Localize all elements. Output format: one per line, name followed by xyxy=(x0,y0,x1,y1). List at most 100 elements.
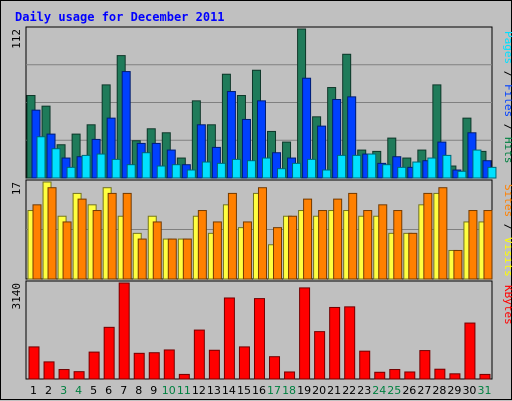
day-label: 27 xyxy=(417,384,431,397)
files-bar xyxy=(151,142,161,179)
kbytes-bar xyxy=(208,349,220,380)
sites-bar xyxy=(288,215,298,280)
chart-title: Daily usage for December 2011 xyxy=(15,10,225,24)
pages-bar xyxy=(322,169,332,179)
hits-bar xyxy=(71,133,81,179)
kbytes-bar xyxy=(419,350,431,380)
kbytes-bar xyxy=(58,369,70,380)
pages-bar xyxy=(397,166,407,179)
pages-bar xyxy=(126,164,136,179)
files-bar xyxy=(241,118,251,179)
pages-bar xyxy=(36,136,46,179)
sites-bar xyxy=(363,210,373,280)
pages-bar xyxy=(96,153,106,179)
files-bar xyxy=(226,91,236,179)
day-label: 23 xyxy=(357,384,371,397)
sites-bar xyxy=(227,192,237,280)
pages-bar xyxy=(277,168,287,179)
sites-bar xyxy=(62,221,72,280)
sites-bar xyxy=(408,232,418,280)
files-bar xyxy=(347,96,357,179)
day-label: 16 xyxy=(252,384,266,397)
ylabel-part: Visits xyxy=(502,237,512,277)
pages-bar xyxy=(442,154,452,179)
day-label: 18 xyxy=(282,384,296,397)
day-label: 10 xyxy=(162,384,176,397)
panel-1-max-label: 112 xyxy=(10,29,23,49)
panel-2-max-label: 17 xyxy=(10,182,23,195)
sites-bar xyxy=(152,221,162,280)
sites-bar xyxy=(318,210,328,280)
pages-bar xyxy=(487,166,497,179)
files-bar xyxy=(106,117,116,179)
sites-bar xyxy=(137,238,147,280)
ylabel-part: Hits xyxy=(502,137,512,164)
day-label: 17 xyxy=(267,384,281,397)
sites-bar xyxy=(483,210,493,280)
day-label: 13 xyxy=(207,384,221,397)
day-label: 12 xyxy=(192,384,206,397)
pages-bar xyxy=(246,160,256,179)
pages-bar xyxy=(261,157,271,179)
pages-bar xyxy=(231,158,241,179)
sites-bar xyxy=(423,192,433,280)
pages-bar xyxy=(367,153,377,179)
kbytes-bar xyxy=(464,322,476,380)
pages-bar xyxy=(292,162,302,179)
pages-bar xyxy=(66,166,76,179)
pages-bar xyxy=(412,161,422,179)
sites-bar xyxy=(453,249,463,280)
sites-bar xyxy=(242,221,252,280)
pages-bar xyxy=(141,152,151,179)
pages-bar xyxy=(186,169,196,179)
day-label: 22 xyxy=(342,384,356,397)
files-bar xyxy=(332,99,342,179)
kbytes-bar xyxy=(359,350,371,380)
sites-bar xyxy=(77,198,87,280)
sites-bar xyxy=(212,221,222,280)
panel-3-max-label: 3140 xyxy=(10,283,23,310)
pages-bar xyxy=(81,154,91,179)
sites-bar xyxy=(348,192,358,280)
kbytes-bar xyxy=(43,361,55,380)
pages-bar xyxy=(337,154,347,179)
day-label: 26 xyxy=(402,384,416,397)
sites-bar xyxy=(273,227,283,280)
pages-bar xyxy=(427,157,437,179)
sites-bar xyxy=(92,210,102,280)
day-label: 31 xyxy=(477,384,491,397)
day-label: 24 xyxy=(372,384,386,397)
kbytes-bar xyxy=(118,282,130,380)
kbytes-bar xyxy=(223,297,235,380)
kbytes-bar xyxy=(284,371,296,380)
kbytes-bar xyxy=(404,371,416,380)
day-label: 3 xyxy=(60,384,67,397)
ylabel-part: / xyxy=(502,217,512,237)
files-bar xyxy=(211,146,221,179)
files-bar xyxy=(256,100,266,179)
kbytes-bar xyxy=(344,306,356,380)
hits-bar xyxy=(432,84,442,179)
day-label: 20 xyxy=(312,384,326,397)
day-label: 21 xyxy=(327,384,341,397)
kbytes-bar xyxy=(133,352,145,380)
ylabel-part: / xyxy=(502,117,512,137)
kbytes-bar xyxy=(389,369,401,380)
files-bar xyxy=(196,124,206,179)
pages-bar xyxy=(307,158,317,179)
day-label: 7 xyxy=(120,384,127,397)
pages-bar xyxy=(472,149,482,179)
day-label: 4 xyxy=(75,384,82,397)
files-bar xyxy=(317,125,327,179)
kbytes-bar xyxy=(374,371,386,380)
kbytes-bar xyxy=(253,298,265,380)
sites-bar xyxy=(333,198,343,280)
kbytes-bar xyxy=(193,329,205,380)
sites-bar xyxy=(182,238,192,280)
day-label: 15 xyxy=(237,384,251,397)
day-label: 2 xyxy=(45,384,52,397)
kbytes-bar xyxy=(178,373,190,380)
sites-bar xyxy=(257,187,267,280)
pages-bar xyxy=(171,164,181,179)
